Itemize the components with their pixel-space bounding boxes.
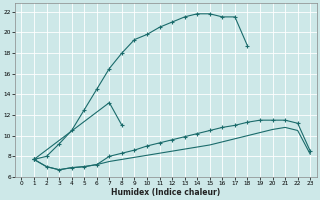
- X-axis label: Humidex (Indice chaleur): Humidex (Indice chaleur): [111, 188, 220, 197]
